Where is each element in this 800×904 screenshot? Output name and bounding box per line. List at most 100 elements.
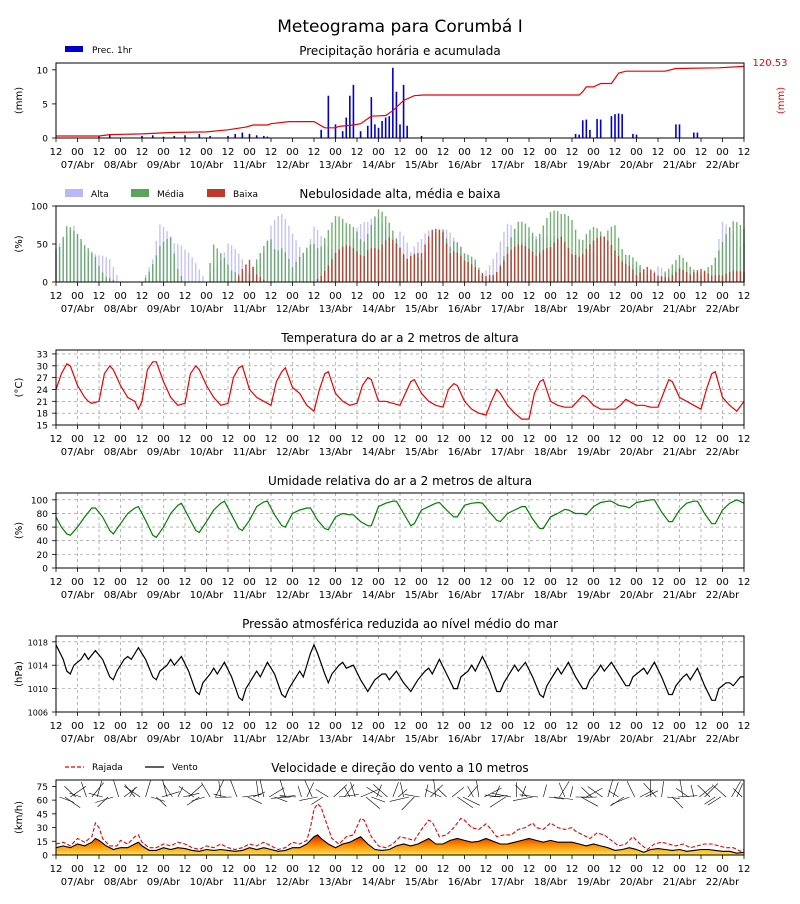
temperature-xtick-label: 00 bbox=[673, 434, 686, 445]
clouds-day-label: 15/Abr bbox=[405, 304, 439, 315]
wind-direction-arrow bbox=[582, 788, 592, 798]
precip-bar bbox=[353, 85, 355, 138]
temperature-xtick-label: 12 bbox=[136, 434, 149, 445]
wind-xtick-label: 00 bbox=[587, 864, 600, 875]
precip-bar bbox=[234, 134, 236, 138]
temperature-xtick-label: 12 bbox=[394, 434, 407, 445]
precip-xtick-label: 12 bbox=[136, 147, 149, 158]
clouds-day-label: 21/Abr bbox=[663, 304, 697, 315]
wind-xtick-label: 00 bbox=[329, 864, 342, 875]
cloud-mid-bar bbox=[163, 242, 164, 282]
cloud-low-bar bbox=[740, 271, 741, 282]
cloud-mid-bar bbox=[95, 257, 96, 282]
temperature-xtick-label: 00 bbox=[114, 434, 127, 445]
cloud-low-bar bbox=[428, 236, 429, 282]
clouds-xtick-label: 12 bbox=[480, 291, 493, 302]
temperature-xtick-label: 12 bbox=[50, 434, 63, 445]
wind-xtick-label: 00 bbox=[458, 864, 471, 875]
precip-bar bbox=[335, 124, 337, 138]
wind-xtick-label: 00 bbox=[71, 864, 84, 875]
precip-bar bbox=[392, 68, 394, 138]
precip-bar bbox=[396, 92, 398, 138]
temperature-xtick-label: 00 bbox=[71, 434, 84, 445]
precip-bar bbox=[388, 116, 390, 138]
temperature-day-label: 14/Abr bbox=[362, 447, 396, 458]
clouds-xtick-label: 12 bbox=[523, 291, 536, 302]
clouds-xtick-label: 00 bbox=[372, 291, 385, 302]
humidity-xtick-label: 12 bbox=[265, 577, 278, 588]
cloud-low-bar bbox=[371, 248, 372, 282]
humidity-day-label: 15/Abr bbox=[405, 590, 439, 601]
wind-xtick-label: 12 bbox=[437, 864, 450, 875]
wind-day-label: 21/Abr bbox=[663, 877, 697, 888]
precip-day-label: 19/Abr bbox=[577, 160, 611, 171]
precip-day-label: 17/Abr bbox=[491, 160, 525, 171]
humidity-xtick-label: 12 bbox=[566, 577, 579, 588]
cloud-low-bar bbox=[238, 276, 239, 282]
pressure-xtick-label: 00 bbox=[630, 721, 643, 732]
cloud-low-bar bbox=[704, 271, 705, 282]
clouds-day-label: 10/Abr bbox=[190, 304, 224, 315]
wind-xtick-label: 00 bbox=[415, 864, 428, 875]
pressure-xtick-label: 12 bbox=[437, 721, 450, 732]
wind-xtick-label: 00 bbox=[716, 864, 729, 875]
pressure-xtick-label: 00 bbox=[501, 721, 514, 732]
temperature-xtick-label: 00 bbox=[458, 434, 471, 445]
cloud-mid-bar bbox=[73, 231, 74, 282]
humidity-xtick-label: 12 bbox=[609, 577, 622, 588]
temperature-ylabel: (°C) bbox=[14, 378, 25, 398]
wind-day-label: 18/Abr bbox=[534, 877, 568, 888]
wind-direction-arrow bbox=[570, 786, 573, 797]
precip-bar bbox=[360, 131, 362, 138]
cloud-mid-bar bbox=[148, 272, 149, 282]
cloud-low-bar bbox=[320, 276, 321, 282]
cloud-mid-bar bbox=[102, 272, 103, 282]
clouds-day-label: 13/Abr bbox=[319, 304, 353, 315]
pressure-day-label: 10/Abr bbox=[190, 734, 224, 745]
wind-direction-arrow bbox=[280, 780, 285, 797]
cloud-high-bar bbox=[195, 263, 196, 282]
cloud-low-bar bbox=[406, 259, 407, 282]
wind-xtick-label: 12 bbox=[308, 864, 321, 875]
cloud-low-bar bbox=[675, 272, 676, 282]
humidity-xtick-label: 00 bbox=[716, 577, 729, 588]
precip-xtick-label: 00 bbox=[71, 147, 84, 158]
pressure-day-label: 21/Abr bbox=[663, 734, 697, 745]
clouds-day-label: 19/Abr bbox=[577, 304, 611, 315]
clouds-xtick-label: 12 bbox=[93, 291, 106, 302]
humidity-day-label: 08/Abr bbox=[104, 590, 138, 601]
humidity-xtick-label: 00 bbox=[71, 577, 84, 588]
wind-xtick-label: 00 bbox=[200, 864, 213, 875]
clouds-xtick-label: 12 bbox=[50, 291, 63, 302]
cloud-low-bar bbox=[492, 275, 493, 282]
cloud-low-bar bbox=[654, 273, 655, 282]
cloud-low-bar bbox=[249, 260, 250, 282]
temperature-ytick-label: 30 bbox=[37, 362, 49, 372]
cloud-low-bar bbox=[672, 275, 673, 282]
wind-xtick-label: 12 bbox=[523, 864, 536, 875]
wind-day-label: 12/Abr bbox=[276, 877, 310, 888]
cloud-mid-bar bbox=[288, 259, 289, 282]
wind-day-label: 16/Abr bbox=[448, 877, 482, 888]
wind-direction-arrow bbox=[513, 797, 533, 801]
cloud-low-bar bbox=[335, 253, 336, 282]
temperature-ytick-label: 15 bbox=[37, 422, 48, 432]
cloud-mid-bar bbox=[70, 227, 71, 282]
precip-day-label: 20/Abr bbox=[620, 160, 654, 171]
precip-xtick-label: 00 bbox=[114, 147, 127, 158]
cloud-mid-bar bbox=[84, 245, 85, 282]
legend-wind-label: Vento bbox=[172, 763, 198, 773]
temperature-xtick-label: 12 bbox=[437, 434, 450, 445]
clouds-ytick-label: 50 bbox=[37, 241, 49, 251]
temperature-xtick-label: 00 bbox=[630, 434, 643, 445]
wind-xtick-label: 00 bbox=[243, 864, 256, 875]
cloud-low-bar bbox=[392, 240, 393, 282]
wind-xtick-label: 12 bbox=[652, 864, 665, 875]
precip-bar bbox=[320, 130, 322, 138]
cloud-mid-bar bbox=[299, 257, 300, 282]
temperature-xtick-label: 00 bbox=[200, 434, 213, 445]
cloud-low-bar bbox=[410, 256, 411, 282]
temperature-day-label: 07/Abr bbox=[61, 447, 95, 458]
cloud-mid-bar bbox=[281, 248, 282, 282]
cloud-low-bar bbox=[475, 267, 476, 282]
